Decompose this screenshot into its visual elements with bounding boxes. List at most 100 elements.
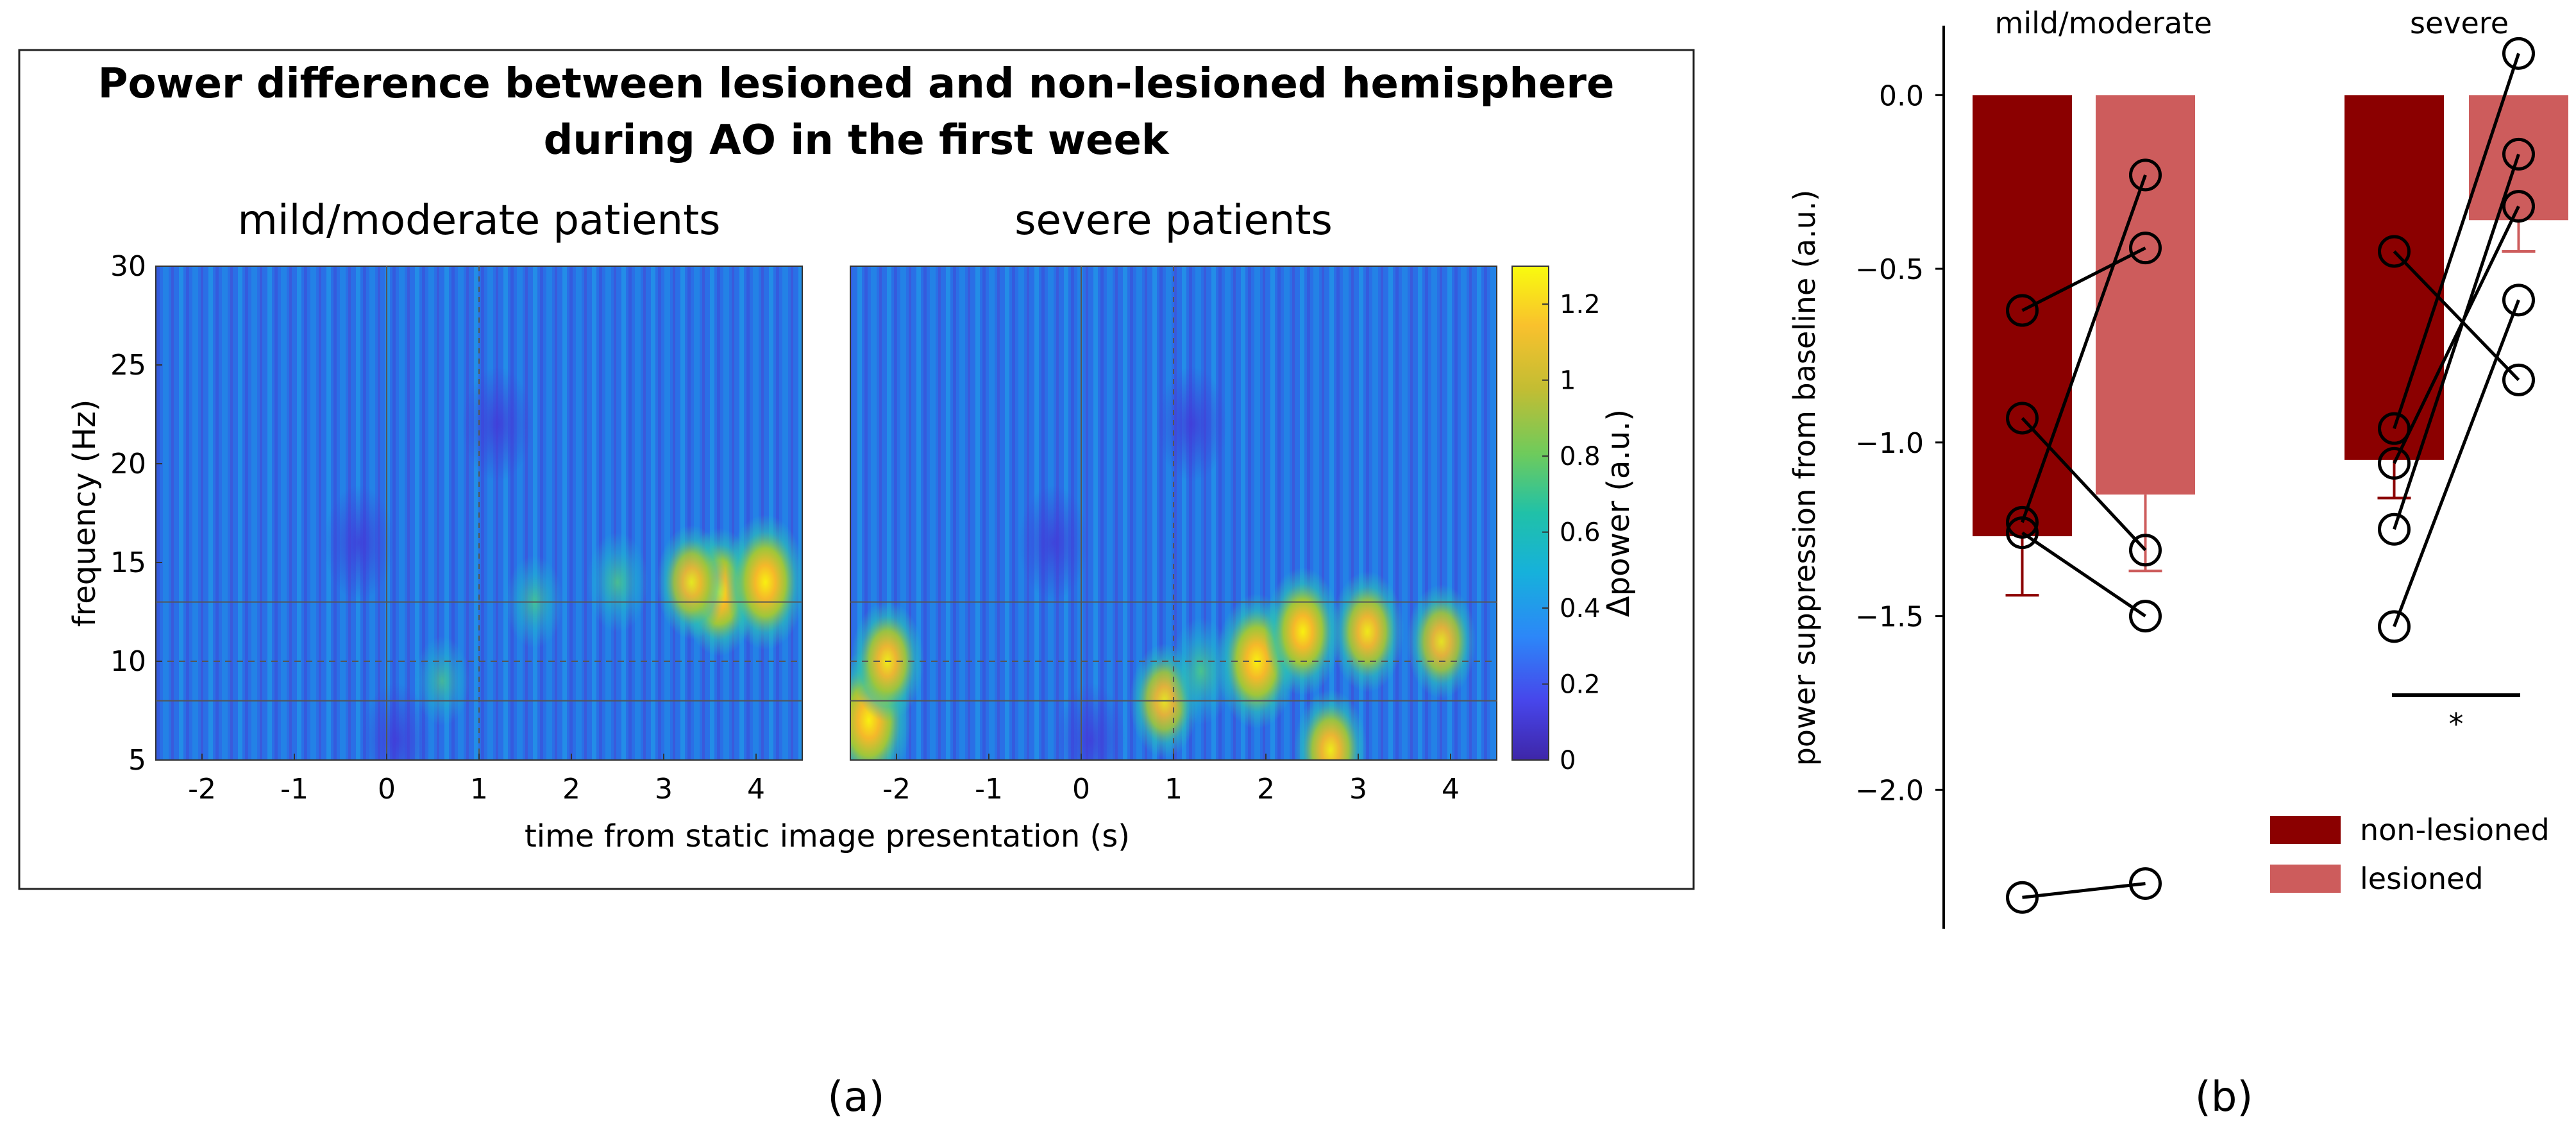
heatmap-hotspot	[1293, 689, 1367, 760]
y-tick-label: 25	[110, 349, 146, 382]
y-tick-label: 15	[110, 546, 146, 579]
heatmap-mild	[156, 266, 802, 760]
colorbar-tick-label: 0.6	[1560, 518, 1601, 548]
y-tick-label: 30	[110, 250, 146, 283]
paired-point-lesioned	[2129, 158, 2162, 192]
colorbar	[1511, 266, 1549, 761]
low-power-patch	[1055, 682, 1126, 760]
paired-point-non-lesioned	[2378, 412, 2411, 445]
paired-point-lesioned	[2129, 232, 2162, 265]
x-tick-label: 0	[1072, 773, 1090, 806]
bar-non-lesioned-mild/moderate	[1973, 95, 2072, 537]
bar-y-axis-label: power suppression from baseline (a.u.)	[1787, 190, 1822, 766]
paired-point-non-lesioned	[2006, 294, 2039, 327]
paired-line	[2021, 417, 2147, 552]
paired-point-non-lesioned	[2006, 401, 2039, 435]
heatmap-severe	[850, 266, 1497, 760]
colorbar-tick-label: 1	[1560, 366, 1576, 396]
heatmap-hotspot	[1264, 567, 1342, 696]
paired-point-non-lesioned	[2378, 235, 2411, 268]
paired-line	[2021, 174, 2147, 523]
x-tick-label: -2	[882, 773, 911, 806]
heatmap-hotspot	[1331, 571, 1404, 693]
bar-y-tick-label: −2.0	[1855, 774, 1924, 807]
paired-point-lesioned	[2129, 600, 2162, 633]
paired-point-lesioned	[2502, 190, 2535, 223]
heatmap-hotspot	[725, 514, 802, 650]
main-title: Power difference between lesioned and no…	[98, 60, 1615, 108]
paired-point-non-lesioned	[2378, 446, 2411, 480]
x-tick-label: 3	[1349, 773, 1367, 806]
x-tick-label: -1	[280, 773, 308, 806]
paired-line	[2021, 246, 2146, 312]
paired-point-lesioned	[2502, 363, 2535, 396]
paired-point-non-lesioned	[2378, 512, 2411, 546]
x-tick-label: 1	[1165, 773, 1183, 806]
subplot-title-severe: severe patients	[1014, 197, 1333, 244]
heatmap-hotspot	[1406, 584, 1476, 699]
legend-label-non-lesioned: non-lesioned	[2360, 813, 2550, 847]
paired-line	[2021, 531, 2146, 618]
x-tick-label: 3	[655, 773, 673, 806]
subplot-title-mild: mild/moderate patients	[237, 197, 720, 244]
x-tick-label: -1	[975, 773, 1003, 806]
y-tick-label: 20	[110, 448, 146, 480]
low-power-patch	[462, 366, 533, 482]
paired-line	[2393, 205, 2520, 464]
bar-y-tick-label: 0.0	[1879, 80, 1924, 112]
heatmap-x-axis-label: time from static image presentation (s)	[525, 818, 1130, 854]
low-power-patch	[1018, 485, 1089, 601]
paired-point-lesioned	[2129, 867, 2162, 900]
paired-point-lesioned	[2502, 283, 2535, 317]
legend-swatch-non-lesioned	[2270, 816, 2341, 844]
main-title-line2: during AO in the first week	[544, 117, 1170, 164]
low-power-patch	[323, 485, 394, 601]
paired-point-non-lesioned	[2006, 505, 2039, 539]
paired-line	[2393, 53, 2520, 429]
y-tick-label: 10	[110, 645, 146, 678]
heatmap-hotspot	[414, 636, 470, 726]
x-tick-label: -2	[188, 773, 216, 806]
paired-line	[2022, 882, 2146, 899]
y-tick-label: 5	[128, 744, 146, 777]
panel-label-a: (a)	[827, 1074, 884, 1121]
paired-point-non-lesioned	[2378, 610, 2411, 643]
heatmap-hotspot	[1168, 617, 1234, 725]
colorbar-tick-label: 1.2	[1560, 290, 1601, 319]
colorbar-label: Δpower (a.u.)	[1601, 409, 1637, 617]
paired-line	[2393, 299, 2520, 627]
x-tick-label: 4	[1442, 773, 1460, 806]
colorbar-tick-label: 0	[1560, 746, 1576, 775]
paired-point-non-lesioned	[2006, 516, 2039, 550]
group-label-mild: mild/moderate	[1995, 6, 2212, 40]
paired-point-lesioned	[2129, 534, 2162, 567]
paired-point-lesioned	[2502, 37, 2535, 70]
x-tick-label: 2	[1257, 773, 1275, 806]
x-tick-label: 2	[562, 773, 580, 806]
bar-y-tick-label: −0.5	[1855, 253, 1924, 286]
paired-point-non-lesioned	[2006, 881, 2039, 914]
low-power-patch	[1156, 366, 1227, 482]
paired-line	[2393, 153, 2520, 530]
legend-swatch-lesioned	[2270, 865, 2341, 893]
x-tick-label: 4	[747, 773, 765, 806]
significance-star: *	[2449, 707, 2464, 741]
bar-y-tick-label: −1.5	[1855, 601, 1924, 634]
heatmap-y-axis-label: frequency (Hz)	[67, 400, 103, 627]
colorbar-tick-label: 0.2	[1560, 670, 1601, 700]
bar-lesioned-mild/moderate	[2096, 95, 2195, 495]
x-tick-label: 1	[470, 773, 488, 806]
heatmap-hotspot	[587, 532, 648, 632]
colorbar-tick-label: 0.8	[1560, 442, 1601, 471]
group-label-severe: severe	[2410, 6, 2509, 40]
low-power-patch	[360, 682, 432, 760]
bar-non-lesioned-severe	[2344, 95, 2444, 460]
panel-label-b: (b)	[2195, 1074, 2253, 1121]
bar-y-tick-label: −1.0	[1855, 427, 1924, 460]
colorbar-tick-label: 0.4	[1560, 594, 1601, 623]
legend-label-lesioned: lesioned	[2360, 861, 2484, 896]
paired-point-lesioned	[2502, 137, 2535, 171]
x-tick-label: 0	[378, 773, 396, 806]
heatmap-hotspot	[657, 525, 727, 639]
